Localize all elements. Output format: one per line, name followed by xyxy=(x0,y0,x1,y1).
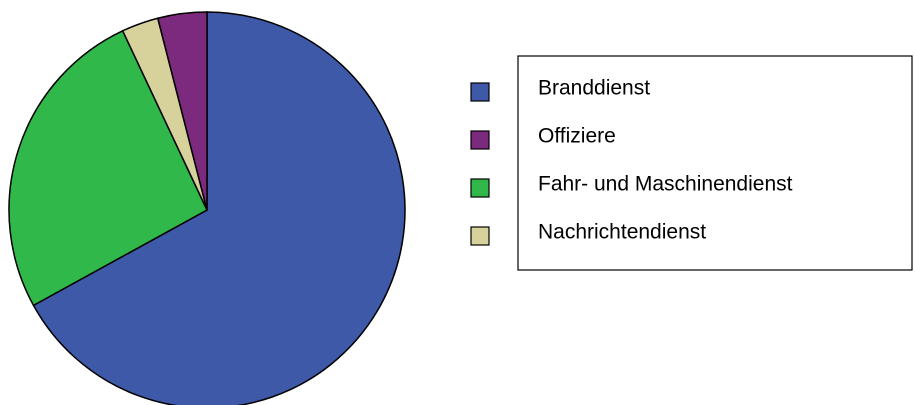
legend-label: Offiziere xyxy=(538,125,616,148)
legend-swatch xyxy=(470,178,490,198)
legend-label: Branddienst xyxy=(538,77,650,100)
pie-slice xyxy=(32,11,406,405)
legend-swatch xyxy=(470,130,490,150)
legend-swatch xyxy=(470,226,490,246)
legend-label: Fahr- und Maschinendienst xyxy=(538,173,793,196)
legend-swatch xyxy=(470,82,490,102)
pie-slice xyxy=(8,29,208,307)
pie-slice xyxy=(156,11,208,211)
legend-box xyxy=(517,55,913,271)
legend-label: Nachrichtendienst xyxy=(538,221,706,244)
